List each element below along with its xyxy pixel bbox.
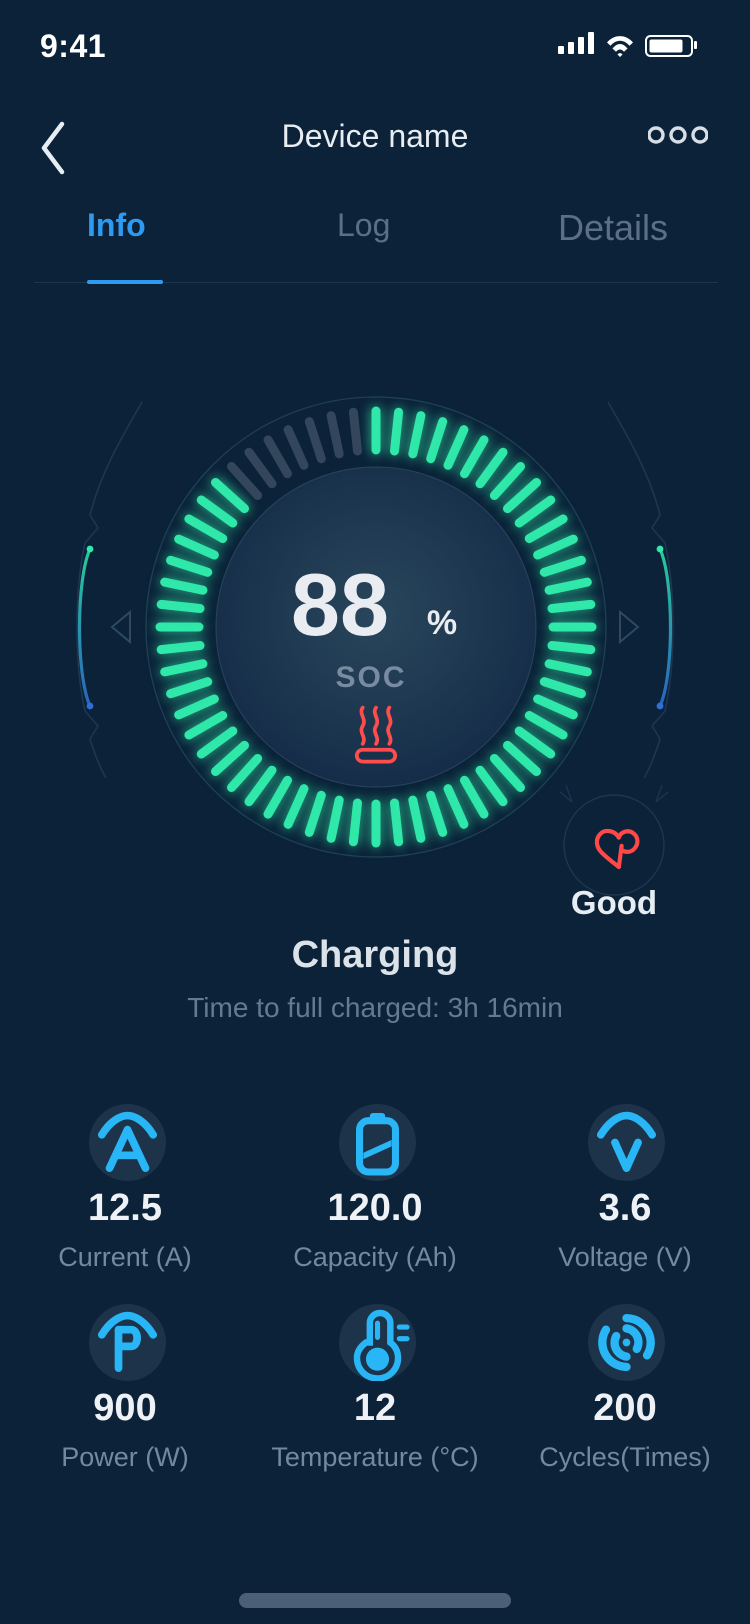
svg-text:88: 88	[291, 555, 389, 654]
svg-text:SOC: SOC	[335, 661, 406, 694]
svg-text:%: %	[427, 604, 457, 642]
